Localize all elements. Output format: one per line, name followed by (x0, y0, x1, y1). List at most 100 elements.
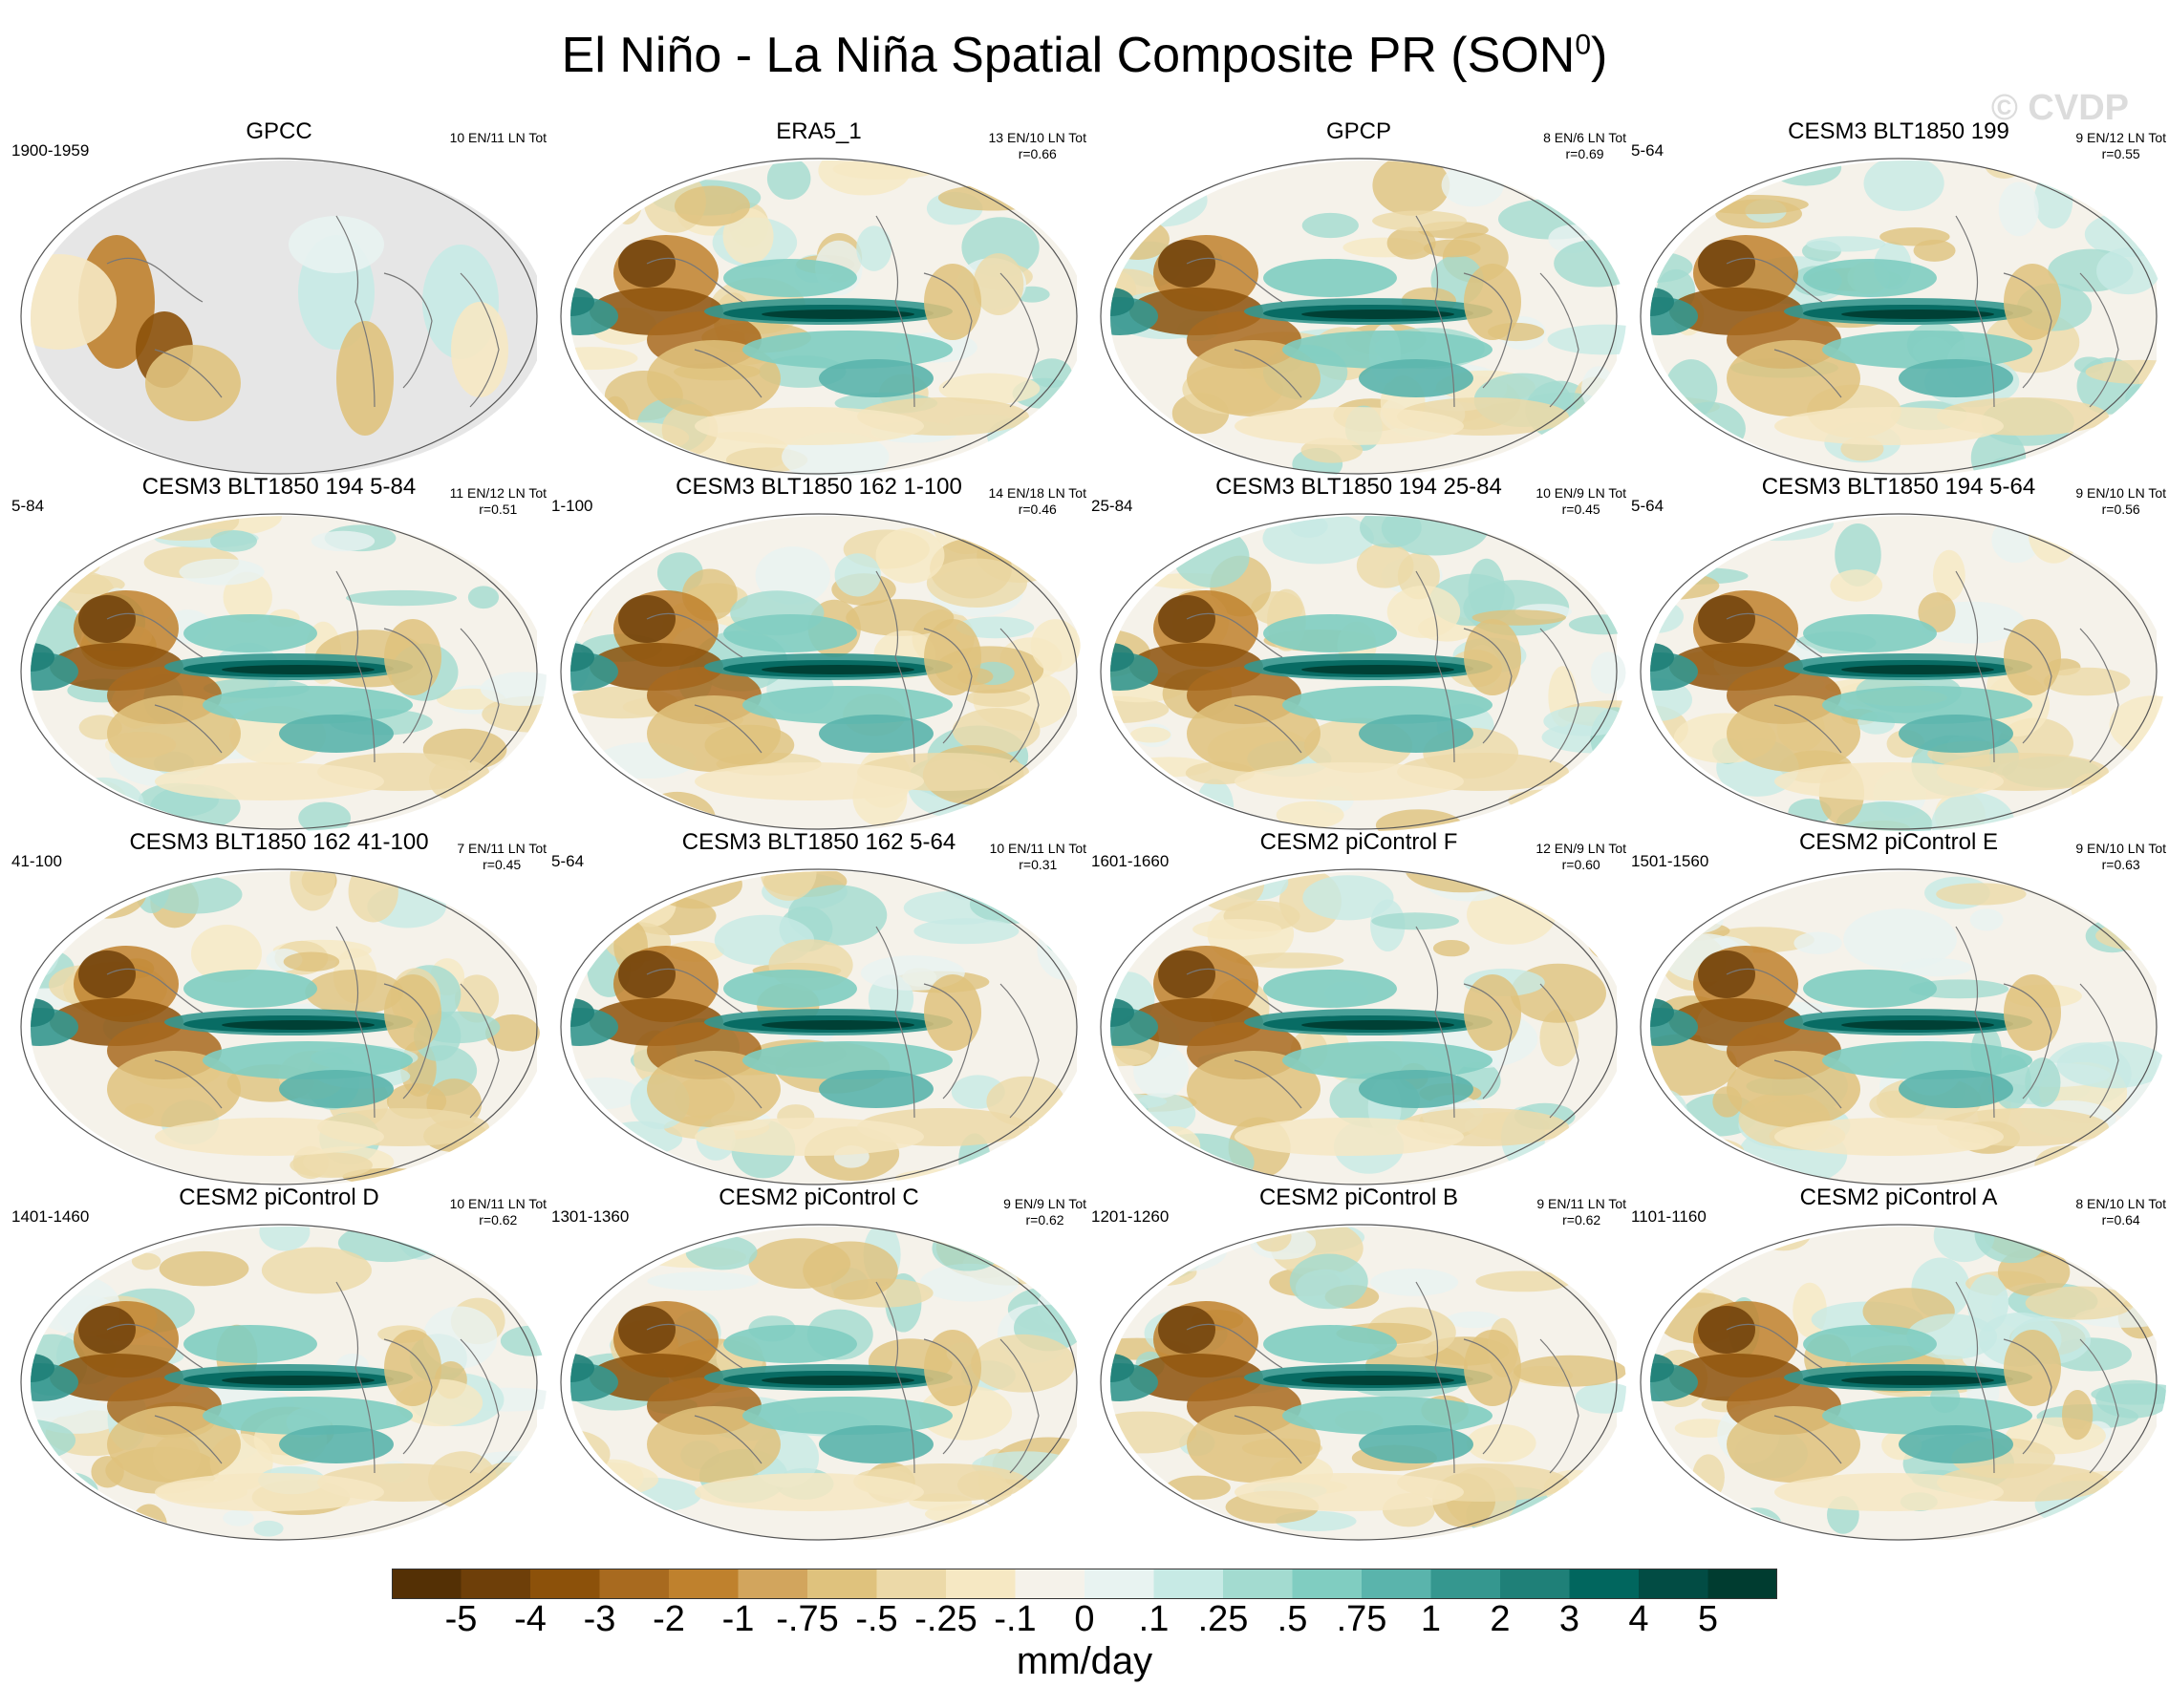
precip-anomaly-patch (290, 1152, 373, 1178)
wet-anomaly (570, 998, 594, 1027)
panel-stats: 10 EN/11 LN Tot r=0.62 (450, 1196, 547, 1228)
precip-anomaly-patch (1969, 908, 2004, 931)
wet-anomaly (819, 1425, 934, 1463)
colorbar-swatch (1362, 1569, 1431, 1599)
colorbar-tick-label: 4 (1628, 1599, 1649, 1639)
wet-anomaly (1650, 652, 1698, 691)
panel-title: CESM3 BLT1850 199 (1788, 118, 2009, 144)
panel-stat-line: r=0.60 (1561, 857, 1600, 872)
precip-anomaly-patch (926, 558, 1028, 608)
panel-years: 1601-1660 (1091, 852, 1170, 870)
precip-anomaly-patch (1931, 792, 2015, 831)
dry-anomaly (1774, 1473, 2004, 1511)
precip-anomaly-patch (624, 881, 676, 928)
precip-anomaly-patch (485, 1014, 540, 1052)
map-panel: CESM3 BLT1850 162 1-100 1-100 14 EN/18 LN … (551, 474, 1086, 831)
coastlines (646, 1281, 1040, 1474)
land-region (336, 321, 394, 436)
precip-anomaly-patch (482, 695, 547, 733)
precip-anomaly-patch (570, 162, 628, 203)
precip-anomaly-patch (570, 1160, 636, 1186)
wet-anomaly (742, 686, 953, 724)
title-superscript: 0 (1575, 29, 1591, 61)
colorbar (392, 1569, 1777, 1599)
dry-anomaly (1727, 1406, 1860, 1483)
wet-anomaly (203, 1041, 413, 1079)
map-plot (1640, 158, 2166, 476)
precip-anomaly-patch (1276, 801, 1344, 829)
precip-anomaly-patch (924, 1504, 1010, 1525)
wet-anomaly (570, 643, 594, 672)
dry-anomaly (695, 1118, 924, 1156)
wet-anomaly (1110, 998, 1134, 1027)
precip-anomaly-patch (846, 599, 955, 636)
precip-anomaly-patch (1110, 1493, 1153, 1542)
precip-anomaly-patch (1670, 1137, 1745, 1164)
precip-anomaly-patch (1563, 1227, 1626, 1276)
precip-anomaly-patch (1650, 773, 1682, 826)
map-border (1640, 1224, 2158, 1541)
precip-anomaly-patch (1165, 1475, 1231, 1500)
precip-anomaly-patch (1301, 212, 1359, 239)
colorbar-tick-label: -.1 (994, 1599, 1037, 1639)
wet-anomaly (762, 665, 914, 674)
panel-stats: 10 EN/9 LN Tot r=0.45 (1535, 485, 1626, 518)
panel-years: 1101-1160 (1631, 1207, 1707, 1226)
map-panel: CESM3 BLT1850 162 41-100 41-100 7 EN/11 LN… (11, 829, 547, 1185)
precip-anomaly-patch (31, 885, 41, 911)
panel-stats: 9 EN/12 LN Tot r=0.55 (2075, 130, 2166, 162)
precip-anomaly-patch (31, 1516, 47, 1535)
map-plot (20, 868, 547, 1185)
map-border (1100, 513, 1618, 830)
precip-anomaly-patch (1731, 1507, 1783, 1542)
precip-anomaly-patch (2033, 173, 2073, 229)
dry-anomaly (107, 1406, 241, 1483)
precip-anomaly-patch (600, 1509, 675, 1542)
dry-anomaly (1235, 1118, 1464, 1156)
wet-anomaly (1110, 652, 1158, 691)
panel-stat-line: r=0.45 (483, 857, 522, 872)
precip-anomaly-patch (661, 404, 719, 456)
dry-anomaly (647, 1406, 781, 1483)
precip-anomaly-patch (148, 875, 243, 914)
wet-anomaly (1359, 359, 1473, 397)
precip-anomaly-patch (179, 558, 265, 586)
wet-anomaly (222, 665, 375, 674)
colorbar-tick-label: -2 (653, 1599, 685, 1639)
page-title: El Niño - La Niña Spatial Composite PR (… (0, 27, 2169, 84)
precip-anomaly-patch (1560, 1227, 1626, 1246)
wet-anomaly (1899, 359, 2013, 397)
panel-stats: 11 EN/12 LN Tot r=0.51 (450, 485, 547, 518)
wet-anomaly (762, 310, 914, 319)
coastlines (1726, 215, 2119, 408)
panel-title: CESM2 piControl C (719, 1185, 919, 1210)
dry-anomaly (1727, 1051, 1860, 1127)
precip-anomaly-patch (570, 1134, 632, 1167)
precip-anomaly-patch (956, 616, 1035, 639)
map-border (1640, 158, 2158, 475)
precip-anomaly-patch (283, 951, 340, 972)
map-border (1640, 513, 2158, 830)
dry-anomaly (1727, 695, 1860, 772)
title-text: El Niño - La Niña Spatial Composite PR (… (561, 28, 1576, 83)
precip-anomaly-patch (1129, 726, 1171, 743)
wet-anomaly (1650, 288, 1674, 316)
precip-anomaly-patch (500, 1325, 547, 1356)
wet-anomaly (31, 643, 54, 672)
precip-anomaly-patch (570, 876, 612, 921)
panel-years: 5-84 (11, 497, 45, 515)
panel-stat-line: 10 EN/11 LN Tot (989, 841, 1086, 856)
precip-anomaly-patch (803, 1241, 898, 1300)
precip-anomaly-patch (31, 914, 61, 976)
precip-anomaly-patch (2108, 1134, 2156, 1158)
dry-anomaly (924, 619, 981, 695)
precip-anomaly-patch (2025, 1057, 2061, 1107)
precip-anomaly-patch (37, 777, 87, 831)
precip-anomaly-patch (1466, 1423, 1536, 1462)
panel-title: CESM3 BLT1850 162 5-64 (681, 829, 956, 855)
precip-anomaly-patch (2061, 1390, 2094, 1441)
wet-anomaly (723, 970, 857, 1008)
precip-anomaly-patch (1423, 239, 1481, 258)
precip-anomaly-patch (1863, 160, 1944, 211)
map-plot (1100, 158, 1626, 476)
